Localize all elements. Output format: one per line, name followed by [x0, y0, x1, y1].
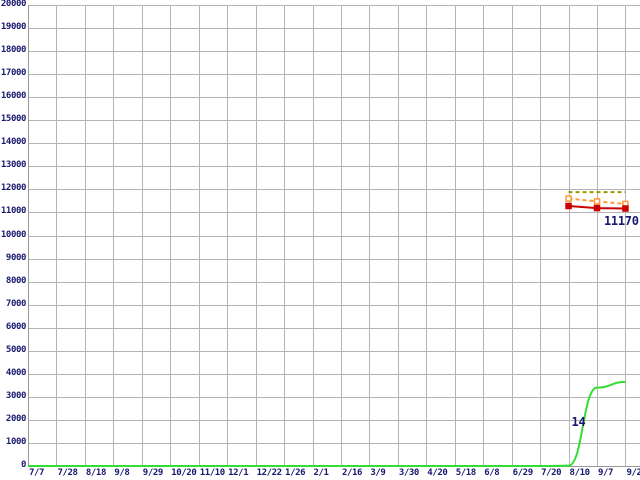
data-series	[28, 191, 629, 467]
x-tick-label: 8/10	[569, 468, 590, 478]
x-tick-label: 9/29	[142, 468, 163, 478]
annotation-label: 14	[571, 415, 586, 430]
y-tick-label: 15000	[0, 114, 26, 125]
y-tick-label: 14000	[0, 137, 26, 148]
x-tick-label: 7/28	[57, 468, 78, 478]
y-tick-label: 12000	[0, 183, 26, 194]
y-tick-label: 2000	[5, 413, 26, 424]
x-tick-label: 9/21	[626, 468, 640, 478]
y-tick-label: 11000	[0, 206, 26, 217]
y-tick-label: 3000	[5, 390, 26, 401]
x-tick-label: 1/26	[285, 468, 306, 478]
y-tick-label: 18000	[0, 45, 26, 56]
x-tick-label: 11/10	[199, 468, 225, 478]
x-tick-label: 3/30	[398, 468, 419, 478]
x-tick-label: 4/20	[427, 468, 448, 478]
y-tick-label: 19000	[0, 22, 26, 33]
y-tick-label: 16000	[0, 91, 26, 102]
y-tick-label: 17000	[0, 68, 26, 79]
x-tick-label: 10/20	[171, 468, 197, 478]
y-tick-label: 0	[20, 460, 26, 470]
x-tick-label: 6/8	[484, 468, 500, 478]
x-tick-label: 6/29	[512, 468, 533, 478]
x-tick-label: 2/16	[341, 468, 363, 478]
x-tick-label: 8/18	[85, 468, 106, 478]
y-tick-label: 10000	[0, 229, 26, 240]
series-green-cumulative	[28, 380, 626, 467]
y-tick-label: 7000	[5, 298, 26, 309]
x-tick-label: 12/22	[256, 468, 282, 478]
y-tick-label: 4000	[5, 367, 26, 378]
x-tick-label: 3/9	[370, 468, 386, 478]
x-tick-label: 7/20	[541, 468, 562, 478]
x-tick-label: 9/7	[598, 468, 614, 478]
x-tick-label: 2/1	[313, 468, 329, 478]
y-tick-label: 9000	[5, 252, 26, 263]
x-tick-label: 7/7	[29, 468, 45, 478]
grid-lines	[28, 5, 640, 467]
y-tick-label: 1000	[5, 436, 26, 447]
x-tick-label: 12/1	[228, 468, 249, 478]
y-tick-label: 20000	[0, 0, 26, 9]
x-tick-label: 5/18	[455, 468, 476, 478]
annotation-label: 11170	[604, 213, 639, 228]
y-tick-label: 13000	[0, 160, 26, 171]
y-tick-label: 5000	[5, 344, 26, 355]
y-tick-label: 8000	[5, 275, 26, 286]
x-tick-label: 9/8	[114, 468, 130, 478]
y-tick-label: 6000	[5, 321, 26, 332]
